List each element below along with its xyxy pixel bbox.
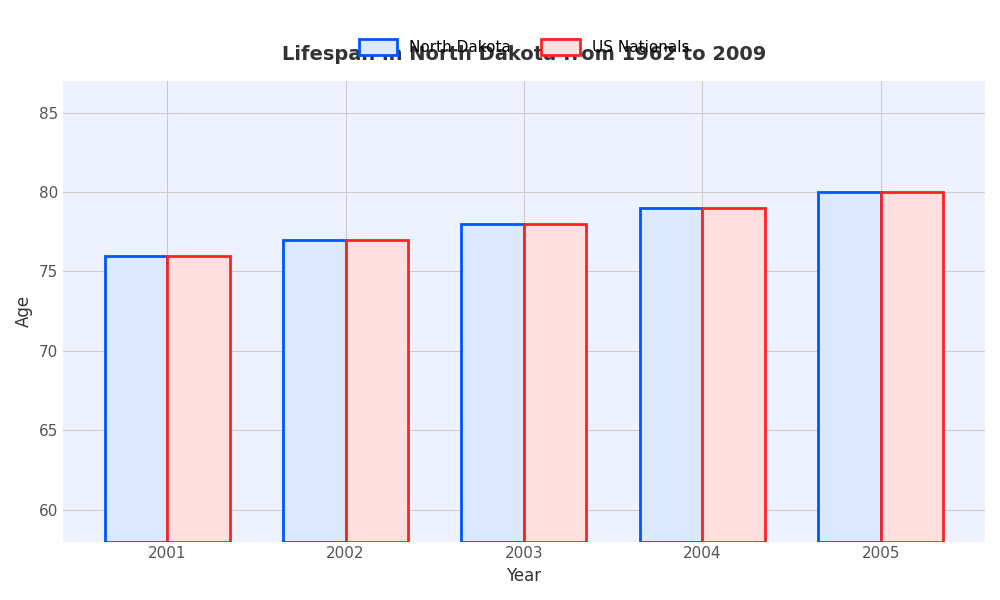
- Bar: [818, 192, 881, 542]
- Bar: [524, 224, 586, 542]
- Bar: [167, 256, 230, 542]
- Legend: North Dakota, US Nationals: North Dakota, US Nationals: [352, 33, 695, 61]
- Bar: [640, 208, 702, 542]
- Bar: [881, 192, 943, 542]
- Bar: [283, 239, 346, 542]
- Title: Lifespan in North Dakota from 1962 to 2009: Lifespan in North Dakota from 1962 to 20…: [282, 45, 766, 64]
- Y-axis label: Age: Age: [15, 295, 33, 327]
- Bar: [702, 208, 765, 542]
- X-axis label: Year: Year: [506, 567, 541, 585]
- Bar: [105, 256, 167, 542]
- Bar: [346, 239, 408, 542]
- Bar: [461, 224, 524, 542]
